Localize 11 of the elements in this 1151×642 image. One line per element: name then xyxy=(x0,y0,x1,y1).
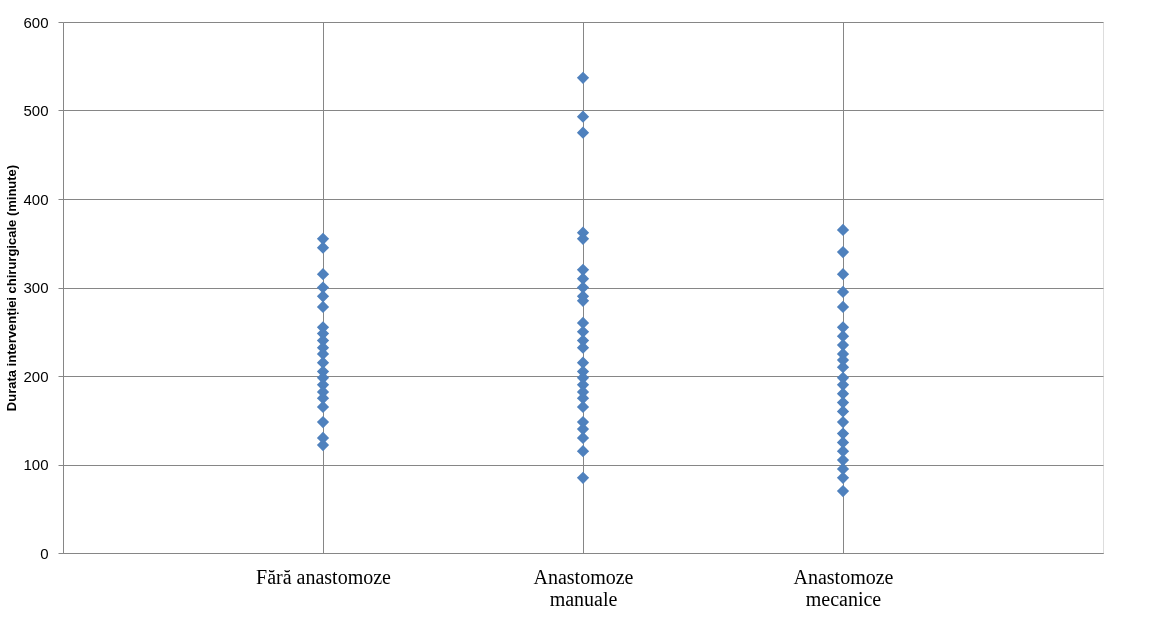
x-tick-label: Fără anastomoze xyxy=(256,565,392,588)
x-tick-label: Anastomoze manuale xyxy=(533,565,634,610)
y-tick-label: 400 xyxy=(23,190,49,208)
y-tick-label: 300 xyxy=(23,279,49,296)
y-axis-title: Durata intervenției chirurgicale (minute) xyxy=(4,164,20,412)
x-tick-label: Anastomoze mecanice xyxy=(793,565,894,610)
y-tick-label: 600 xyxy=(23,13,49,31)
y-tick-label: 500 xyxy=(23,102,49,119)
y-tick-label: 200 xyxy=(23,367,49,385)
y-tick-label: 100 xyxy=(23,456,49,473)
y-tick-label: 0 xyxy=(40,544,49,562)
